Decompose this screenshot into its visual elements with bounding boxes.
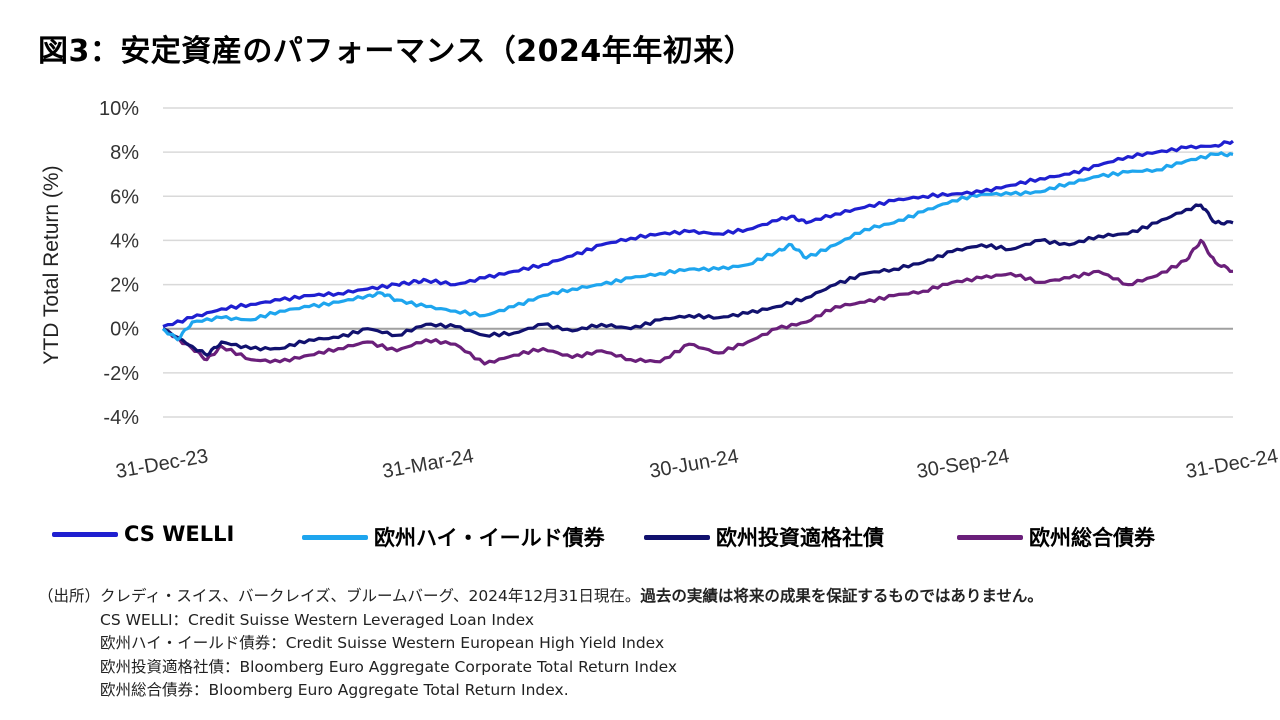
legend-item-euro-aggregate: 欧州総合債券 (957, 522, 1155, 552)
y-tick-label: -2% (103, 363, 139, 385)
source-text: クレディ・スイス、バークレイズ、ブルームバーグ、2024年12月31日現在。 (100, 587, 641, 605)
x-tick-label: 30-Sep-24 (915, 445, 1011, 483)
source-note-cs-welli: CS WELLI：Credit Suisse Western Leveraged… (100, 610, 535, 629)
source-prefix: （出所） (38, 587, 101, 605)
y-tick-label: 0% (110, 319, 139, 341)
legend-label-euro-aggregate: 欧州総合債券 (1029, 526, 1155, 550)
line-chart: 10% 8% 6% 4% 2% 0% -2% -4% 31-Dec-23 31-Mar-24 30… (40, 98, 1280, 483)
x-tick-label: 31-Dec-23 (114, 445, 210, 483)
legend-label-euro-ig-corporate: 欧州投資適格社債 (716, 526, 884, 550)
series-line-2 (162, 203, 1234, 357)
legend-swatch-euro-ig-corporate (644, 534, 710, 540)
y-tick-label: 6% (110, 186, 139, 208)
series-line-0 (162, 139, 1234, 328)
series-line-3 (162, 238, 1234, 366)
source-notes: （出所）クレディ・スイス、バークレイズ、ブルームバーグ、2024年12月31日現… (38, 585, 1258, 703)
source-note-high-yield: 欧州ハイ・イールド債券：Credit Suisse Western Europe… (100, 634, 665, 652)
legend-item-euro-high-yield: 欧州ハイ・イールド債券 (302, 522, 605, 552)
x-axis-ticks: 31-Dec-23 31-Mar-24 30-Jun-24 30-Sep-24 31-D… (114, 445, 1280, 483)
x-tick-label: 31-Dec-24 (1184, 445, 1280, 483)
page-title: 図3：安定資産のパフォーマンス（2024年年初来） (38, 34, 755, 69)
legend-item-euro-ig-corporate: 欧州投資適格社債 (644, 522, 884, 552)
source-note-ig-corporate: 欧州投資適格社債：Bloomberg Euro Aggregate Corpor… (100, 657, 678, 676)
x-tick-label: 30-Jun-24 (648, 445, 741, 482)
y-tick-label: 10% (99, 98, 139, 120)
y-tick-label: 8% (110, 142, 139, 164)
legend-swatch-euro-aggregate (957, 534, 1023, 540)
series-line-1 (161, 151, 1234, 342)
y-tick-label: 2% (110, 275, 139, 297)
legend: CS WELLI 欧州ハイ・イールド債券 欧州投資適格社債 欧州総合債券 (52, 522, 1232, 552)
y-tick-label: -4% (103, 407, 139, 429)
legend-swatch-euro-high-yield (302, 534, 368, 540)
y-axis-label: YTD Total Return (%) (40, 165, 63, 364)
legend-swatch-cs-welli (52, 531, 118, 537)
series-layer (161, 139, 1234, 366)
legend-label-cs-welli: CS WELLI (124, 522, 235, 546)
y-tick-label: 4% (110, 230, 139, 252)
grid-layer (163, 107, 1233, 418)
source-disclaimer: 過去の実績は将来の成果を保証するものではありません。 (640, 587, 1043, 605)
y-axis-ticks: 10% 8% 6% 4% 2% 0% -2% -4% (99, 98, 139, 429)
x-tick-label: 31-Mar-24 (381, 445, 476, 483)
source-note-aggregate: 欧州総合債券：Bloomberg Euro Aggregate Total Re… (100, 681, 569, 699)
legend-label-euro-high-yield: 欧州ハイ・イールド債券 (374, 526, 605, 550)
legend-item-cs-welli: CS WELLI (52, 522, 234, 546)
